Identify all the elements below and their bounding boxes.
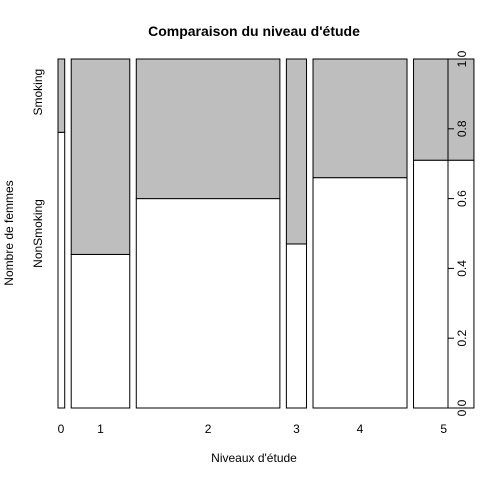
bar-smoking-4 (312, 58, 408, 179)
y-right-tick-label-0.0: 0.0 (455, 399, 469, 416)
bar-nonsmoking-4 (312, 177, 408, 409)
chart-title: Comparaison du niveau d'étude (148, 23, 360, 39)
bar-nonsmoking-3 (285, 243, 308, 409)
bar-smoking-2 (135, 58, 281, 200)
bar-smoking-3 (285, 58, 308, 245)
bar-smoking-5 (413, 58, 475, 161)
y-category-label-smoking: Smoking (31, 69, 45, 116)
x-tick-label-4: 4 (357, 422, 364, 436)
x-tick-labels: 0123457 (58, 422, 448, 436)
y-left-labels: NonSmoking Smoking (31, 69, 45, 268)
y-right-axis: 0.0 0.2 0.4 0.6 0.8 1.0 (447, 50, 469, 416)
y-right-tick-label-1.0: 1.0 (455, 50, 469, 67)
y-category-label-nonsmoking: NonSmoking (31, 199, 45, 268)
x-tick-label-0: 0 (58, 422, 65, 436)
bar-nonsmoking-5 (413, 159, 475, 409)
x-axis-label: Niveaux d'étude (211, 451, 297, 465)
x-tick-label-2: 2 (205, 422, 212, 436)
y-axis-label: Nombre de femmes (2, 180, 16, 285)
y-right-tick-label-0.8: 0.8 (455, 120, 469, 137)
bars-group (57, 58, 475, 409)
bar-nonsmoking-2 (135, 198, 281, 409)
y-right-tick-label-0.4: 0.4 (455, 260, 469, 277)
x-tick-label-3: 3 (293, 422, 300, 436)
bar-nonsmoking-1 (70, 253, 131, 409)
bar-nonsmoking-0 (57, 131, 66, 409)
bar-smoking-0 (57, 58, 66, 133)
x-tick-label-5: 5 (440, 422, 447, 436)
bar-smoking-1 (70, 58, 131, 255)
y-right-tick-label-0.6: 0.6 (455, 190, 469, 207)
x-tick-label-1: 1 (97, 422, 104, 436)
y-right-tick-label-0.2: 0.2 (455, 330, 469, 347)
